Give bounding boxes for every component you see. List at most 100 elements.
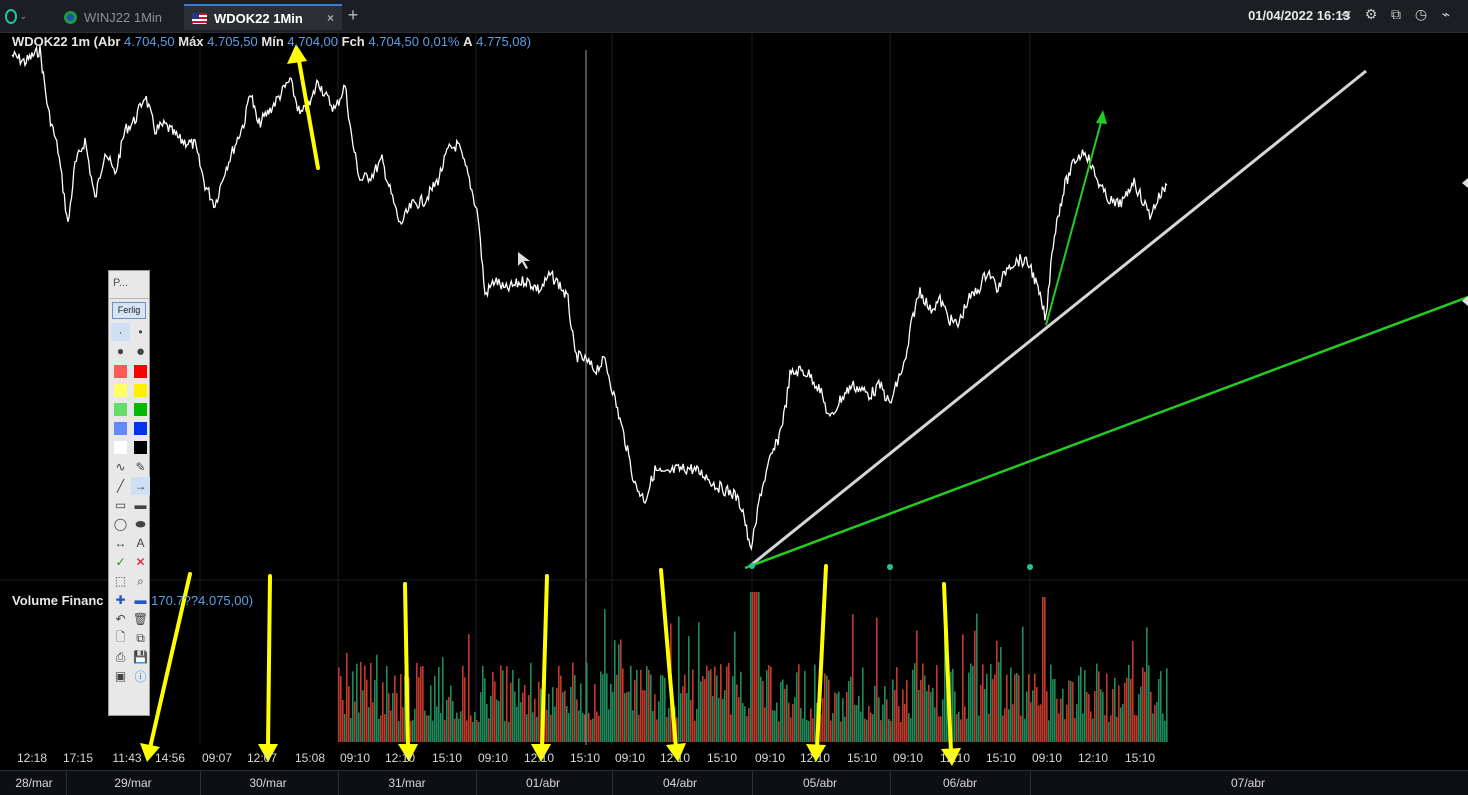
color-swatch[interactable] [111, 438, 130, 456]
color-swatch[interactable] [131, 400, 150, 418]
volume-bar [908, 713, 910, 742]
tab-wdok22[interactable]: WDOK22 1Min × [184, 4, 342, 30]
volume-bar [412, 719, 414, 742]
popout-icon[interactable]: ⧉ [1391, 6, 1401, 22]
volume-bar [466, 720, 468, 742]
tab-label: WDOK22 1Min [214, 10, 303, 26]
add-tab-button[interactable]: + [347, 5, 359, 25]
pencil-icon[interactable]: ✎ [135, 460, 146, 474]
line-icon[interactable]: ╱ [116, 479, 125, 493]
volume-bar [526, 714, 528, 742]
volume-bar [370, 662, 372, 742]
volume-bar [580, 683, 582, 742]
select-icon[interactable]: ⬚ [114, 574, 127, 588]
color-swatch[interactable] [131, 381, 150, 399]
clock-icon[interactable]: ◷ [1414, 6, 1428, 22]
color-swatch[interactable] [111, 362, 130, 380]
color-swatch[interactable] [111, 400, 130, 418]
ferlig-button[interactable]: Ferlig [112, 302, 146, 319]
new-file-icon[interactable]: 🗋 [115, 629, 126, 644]
check-icon[interactable]: ✓ [115, 555, 126, 569]
color-swatch[interactable] [131, 419, 150, 437]
volume-value: 170.7??4.075,00) [151, 593, 254, 608]
close-icon[interactable]: × [326, 11, 334, 25]
scroll-handle-icon[interactable] [1462, 178, 1468, 188]
save-icon[interactable]: 💾 [133, 650, 148, 664]
color-swatch[interactable] [131, 362, 150, 380]
volume-bar [930, 692, 932, 742]
anchor-dot[interactable] [1027, 564, 1033, 570]
rectangle-icon[interactable]: ▭ [114, 498, 127, 512]
volume-bar [880, 720, 882, 742]
volume-bar [864, 718, 866, 742]
volume-bar [438, 667, 440, 742]
volume-bar [422, 665, 424, 742]
dot-large-tool[interactable]: ● [116, 344, 125, 358]
volume-bar [512, 670, 514, 742]
scroll-handle-icon[interactable] [1462, 296, 1468, 306]
time-tick-label: 09:10 [754, 751, 786, 765]
info-icon[interactable]: ⓘ [134, 669, 147, 684]
ellipse-icon[interactable]: ◯ [113, 517, 128, 531]
volume-bar [380, 715, 382, 742]
color-swatch[interactable] [111, 381, 130, 399]
filled-ellipse-icon[interactable]: ⬬ [135, 516, 146, 531]
double-arrow-icon[interactable]: ↔ [114, 536, 127, 550]
volume-bar [378, 718, 380, 742]
volume-bar [1152, 713, 1154, 742]
settings-icon[interactable]: ⚙ [1364, 6, 1378, 22]
trendline-green[interactable] [744, 295, 1468, 570]
trend-icon[interactable]: ⌁ [1441, 6, 1451, 22]
share-icon[interactable]: ⋖ [1340, 6, 1352, 22]
filled-rectangle-icon[interactable]: ▬ [134, 498, 147, 512]
color-swatch[interactable] [131, 438, 150, 456]
plus-icon[interactable]: ✚ [115, 593, 126, 607]
volume-bar [460, 711, 462, 742]
usa-flag-icon [192, 12, 207, 24]
tab-label: WINJ22 1Min [84, 9, 163, 25]
app-menu-button[interactable]: ⌄ [5, 6, 27, 26]
print-icon[interactable]: ⎙ [115, 649, 126, 664]
dot-xlarge-tool[interactable]: ● [135, 342, 146, 360]
minus-icon[interactable]: ▬ [134, 593, 147, 607]
zoom-icon[interactable]: ⌕ [137, 573, 144, 588]
color-swatch[interactable] [111, 419, 130, 437]
time-axis[interactable]: 12:18 17:15 11:43 14:56 09:07 12:07 15:08 09:10… [0, 748, 1468, 770]
anchor-dot[interactable] [887, 564, 893, 570]
date-axis[interactable]: 28/mar 29/mar 30/mar 31/mar 01/abr 04/abr 05/a… [0, 770, 1468, 795]
volume-bar [1140, 686, 1142, 742]
undo-icon[interactable]: ↶ [115, 612, 126, 626]
volume-bar [882, 704, 884, 742]
screen-icon[interactable]: ▣ [114, 669, 127, 683]
volume-bar [858, 695, 860, 742]
volume-bar [494, 681, 496, 742]
trash-icon[interactable]: 🗑 [132, 612, 149, 626]
volume-bar [1016, 672, 1018, 742]
volume-bar [1006, 674, 1008, 742]
tab-winj22[interactable]: WINJ22 1Min [56, 4, 182, 30]
copy-icon[interactable]: ⧉ [136, 630, 145, 645]
volume-bar [608, 709, 610, 742]
volume-bar [866, 719, 868, 742]
volume-bar [510, 682, 512, 742]
date-tick-label: 30/mar [249, 776, 287, 790]
date-tick-label: 28/mar [15, 776, 53, 790]
volume-bar [946, 672, 948, 742]
dot-small-tool[interactable]: · [111, 323, 130, 341]
volume-bar [964, 706, 966, 742]
drawing-toolbox[interactable]: P... Ferlig · • ● ● ∿ ✎ ╱ → ▭ ▬ ◯ ⬬ ↔ A … [108, 270, 150, 716]
volume-bar [894, 689, 896, 742]
arrow-line-icon[interactable]: → [131, 477, 150, 495]
volume-bar [828, 679, 830, 742]
close-icon[interactable]: ✕ [135, 555, 146, 569]
trend-arrow-green[interactable] [1045, 114, 1104, 326]
volume-bar [1102, 692, 1104, 742]
dot-medium-tool[interactable]: • [138, 325, 143, 339]
freehand-icon[interactable]: ∿ [115, 460, 126, 474]
trendline-white[interactable] [749, 69, 1367, 568]
volume-bar [924, 675, 926, 742]
volume-bar [352, 671, 354, 742]
text-icon[interactable]: A [136, 536, 145, 550]
anchor-dot[interactable] [749, 563, 755, 569]
